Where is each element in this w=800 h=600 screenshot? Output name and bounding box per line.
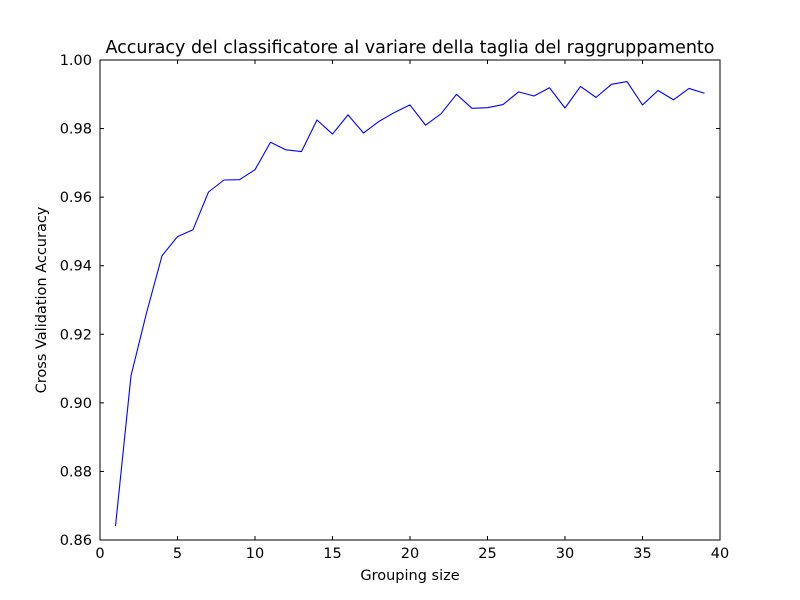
x-tick-label: 15	[323, 546, 341, 562]
y-axis-label: Cross Validation Accuracy	[34, 206, 50, 393]
x-tick-label: 40	[711, 546, 729, 562]
tick-labels: 0 5 10 15 20 25 30 35 40 0.86 0.88 0.90 0.92 0.94 0.96…	[60, 53, 730, 562]
x-tick-label: 30	[556, 546, 574, 562]
y-tick-label: 0.96	[60, 190, 92, 206]
y-tick-label: 0.98	[60, 122, 92, 138]
x-axis-label: Grouping size	[360, 568, 459, 584]
y-tick-label: 0.86	[60, 533, 92, 549]
chart-title: Accuracy del classificatore al variare d…	[105, 38, 714, 58]
y-tick-label: 1.00	[60, 53, 92, 69]
y-tick-label: 0.88	[60, 464, 92, 480]
y-tick-label: 0.92	[60, 327, 92, 343]
plot-background	[100, 60, 720, 540]
x-tick-label: 10	[246, 546, 264, 562]
y-tick-label: 0.90	[60, 396, 92, 412]
series-layer	[114, 81, 705, 526]
x-tick-label: 0	[95, 546, 104, 562]
x-tick-label: 20	[401, 546, 419, 562]
x-tick-label: 25	[478, 546, 496, 562]
x-tick-label: 5	[173, 546, 182, 562]
y-tick-label: 0.94	[60, 259, 92, 275]
x-tick-label: 35	[633, 546, 651, 562]
axes-frame	[99, 59, 721, 541]
series-line-0	[114, 81, 705, 526]
plot-area	[100, 60, 720, 540]
